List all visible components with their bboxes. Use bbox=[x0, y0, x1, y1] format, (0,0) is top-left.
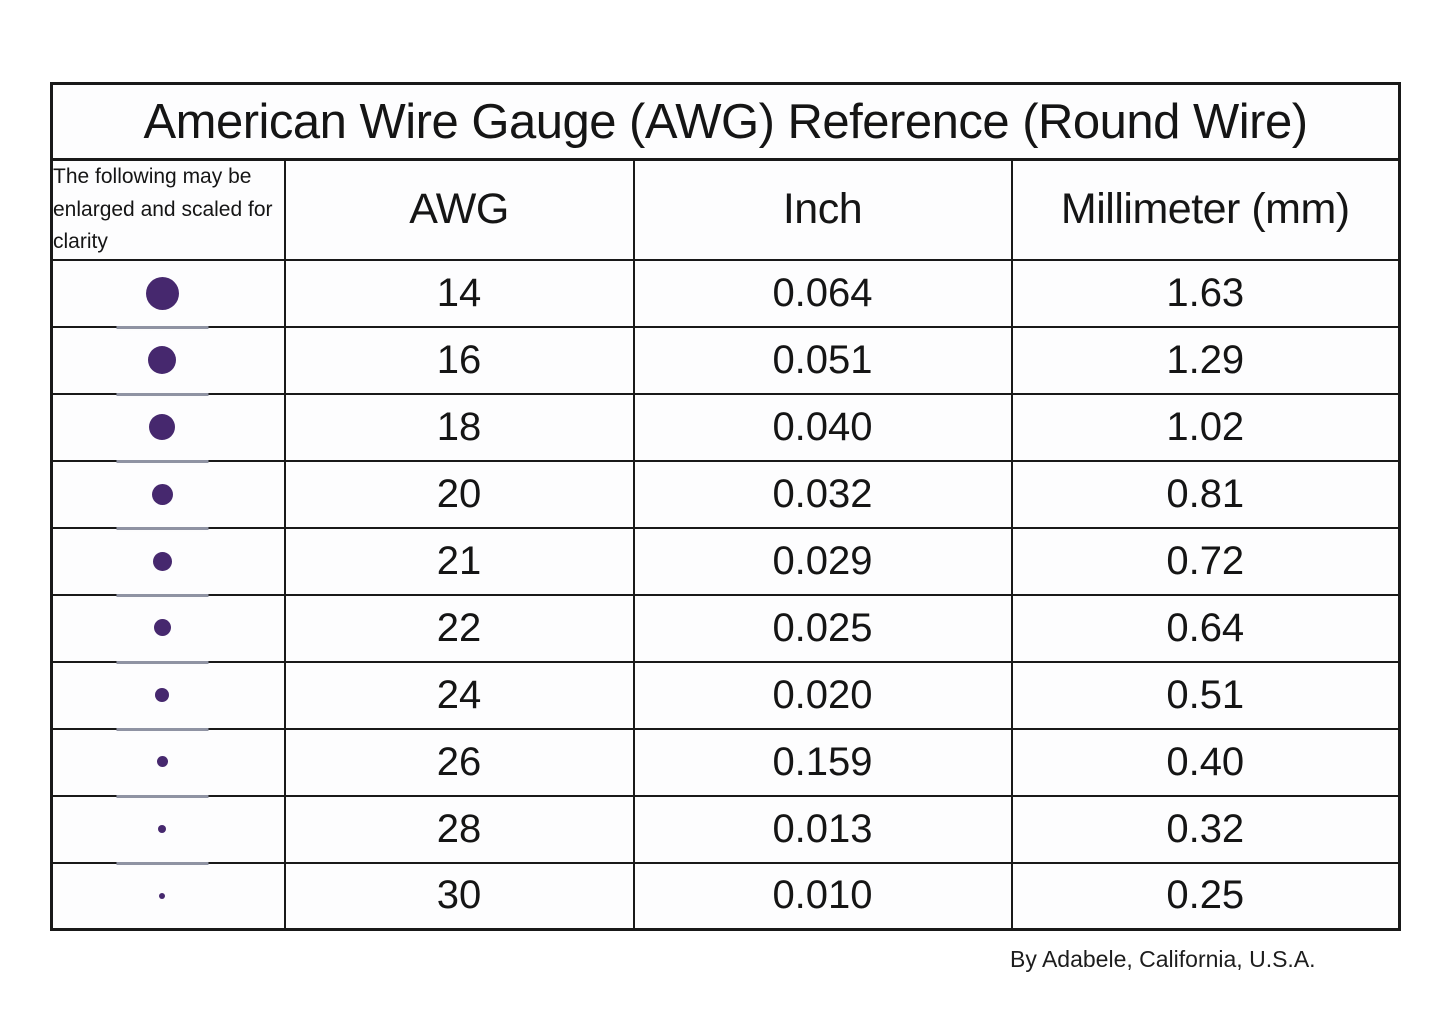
wire-size-cell bbox=[50, 660, 286, 731]
mm-cell: 0.40 bbox=[1010, 727, 1401, 797]
wire-dot bbox=[155, 687, 170, 702]
wire-size-cell bbox=[50, 325, 286, 396]
table-row: 28 0.013 0.32 bbox=[50, 794, 1401, 865]
dot-underline bbox=[116, 861, 209, 865]
inch-cell: 0.025 bbox=[632, 593, 1013, 663]
dot-underline bbox=[116, 794, 209, 798]
inch-cell: 0.032 bbox=[632, 459, 1013, 529]
awg-cell: 26 bbox=[283, 727, 635, 797]
mm-cell: 0.81 bbox=[1010, 459, 1401, 529]
table-row: 24 0.020 0.51 bbox=[50, 660, 1401, 731]
dot-underline bbox=[116, 660, 209, 664]
awg-cell: 18 bbox=[283, 392, 635, 462]
wire-size-cell bbox=[50, 794, 286, 865]
awg-cell: 30 bbox=[283, 861, 635, 931]
dot-underline bbox=[116, 727, 209, 731]
inch-cell: 0.029 bbox=[632, 526, 1013, 596]
wire-size-cell bbox=[50, 727, 286, 798]
mm-cell: 1.29 bbox=[1010, 325, 1401, 395]
inch-cell: 0.159 bbox=[632, 727, 1013, 797]
dot-underline bbox=[116, 459, 209, 463]
mm-cell: 0.72 bbox=[1010, 526, 1401, 596]
dot-underline bbox=[116, 593, 209, 597]
wire-dot bbox=[148, 346, 177, 375]
page-title: American Wire Gauge (AWG) Reference (Rou… bbox=[50, 82, 1401, 161]
awg-reference-sheet: American Wire Gauge (AWG) Reference (Rou… bbox=[50, 82, 1402, 932]
mm-cell: 0.51 bbox=[1010, 660, 1401, 730]
mm-cell: 1.02 bbox=[1010, 392, 1401, 462]
table-row: 30 0.010 0.25 bbox=[50, 861, 1401, 931]
table-row: 20 0.032 0.81 bbox=[50, 459, 1401, 530]
mm-cell: 1.63 bbox=[1010, 258, 1401, 328]
awg-cell: 24 bbox=[283, 660, 635, 730]
awg-cell: 16 bbox=[283, 325, 635, 395]
wire-dot bbox=[145, 276, 179, 310]
inch-cell: 0.051 bbox=[632, 325, 1013, 395]
wire-dot bbox=[151, 483, 173, 505]
column-header-awg: AWG bbox=[283, 158, 635, 261]
wire-dot bbox=[158, 824, 167, 833]
table-row: 18 0.040 1.02 bbox=[50, 392, 1401, 463]
column-header-inch: Inch bbox=[632, 158, 1013, 261]
credit-text: By Adabele, California, U.S.A. bbox=[1010, 946, 1316, 972]
inch-cell: 0.013 bbox=[632, 794, 1013, 864]
awg-reference-table: American Wire Gauge (AWG) Reference (Rou… bbox=[50, 82, 1402, 932]
wire-dot bbox=[159, 892, 166, 899]
inch-cell: 0.010 bbox=[632, 861, 1013, 931]
wire-size-cell bbox=[50, 258, 286, 329]
table-row: 21 0.029 0.72 bbox=[50, 526, 1401, 597]
inch-cell: 0.020 bbox=[632, 660, 1013, 730]
awg-cell: 21 bbox=[283, 526, 635, 596]
dot-underline bbox=[116, 392, 209, 396]
column-header-mm: Millimeter (mm) bbox=[1010, 158, 1401, 261]
inch-cell: 0.064 bbox=[632, 258, 1013, 328]
scale-note: The following may be enlarged and scaled… bbox=[50, 158, 286, 261]
mm-cell: 0.32 bbox=[1010, 794, 1401, 864]
awg-cell: 20 bbox=[283, 459, 635, 529]
wire-dot bbox=[152, 551, 172, 571]
wire-dot bbox=[153, 619, 171, 637]
wire-size-cell bbox=[50, 593, 286, 664]
wire-size-cell bbox=[50, 392, 286, 463]
awg-cell: 14 bbox=[283, 258, 635, 328]
table-row: 26 0.159 0.40 bbox=[50, 727, 1401, 798]
dot-underline bbox=[116, 325, 209, 329]
mm-cell: 0.25 bbox=[1010, 861, 1401, 931]
wire-dot bbox=[149, 414, 176, 441]
awg-cell: 28 bbox=[283, 794, 635, 864]
header-row: The following may be enlarged and scaled… bbox=[50, 158, 1401, 261]
wire-size-cell bbox=[50, 526, 286, 597]
table-row: 16 0.051 1.29 bbox=[50, 325, 1401, 396]
dot-underline bbox=[116, 526, 209, 530]
wire-size-cell bbox=[50, 459, 286, 530]
wire-dot bbox=[156, 756, 168, 768]
mm-cell: 0.64 bbox=[1010, 593, 1401, 663]
wire-size-cell bbox=[50, 861, 286, 931]
table-row: 14 0.064 1.63 bbox=[50, 258, 1401, 329]
inch-cell: 0.040 bbox=[632, 392, 1013, 462]
awg-cell: 22 bbox=[283, 593, 635, 663]
title-row: American Wire Gauge (AWG) Reference (Rou… bbox=[50, 82, 1401, 161]
table-row: 22 0.025 0.64 bbox=[50, 593, 1401, 664]
